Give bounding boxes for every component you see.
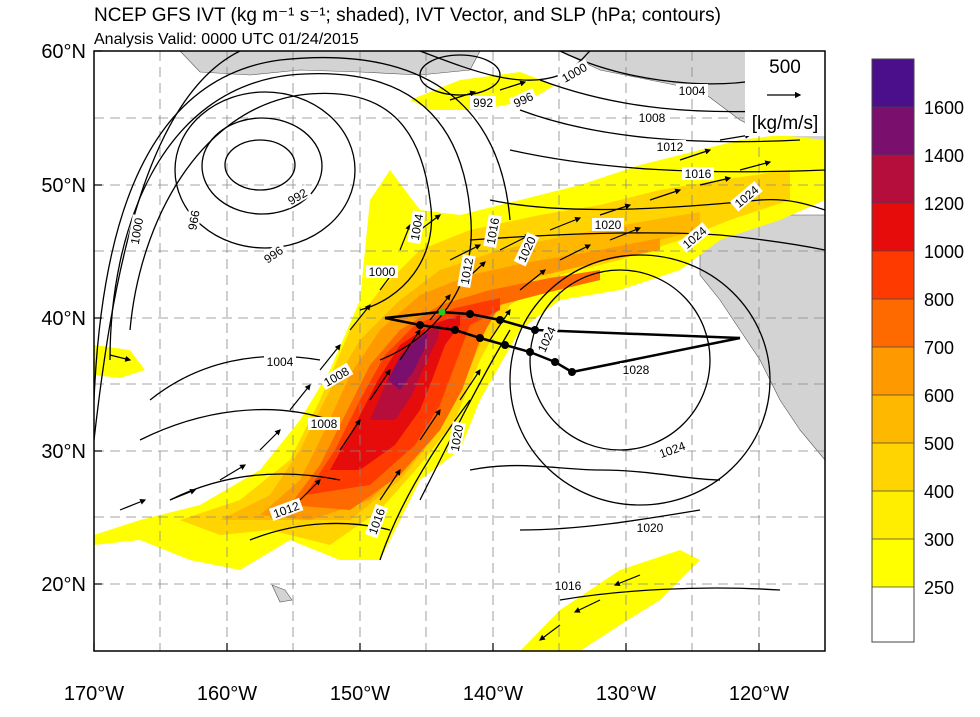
map-frame — [93, 50, 826, 652]
colorbar-label: 500 — [924, 434, 954, 454]
lat-label-50n: 50°N — [41, 175, 86, 197]
colorbar-swatch — [872, 203, 914, 251]
analysis-valid-time: Analysis Valid: 0000 UTC 01/24/2015 — [94, 31, 359, 48]
svg-text:966: 966 — [185, 209, 202, 231]
colorbar-swatch — [872, 587, 914, 642]
slp-label: 1004 — [407, 210, 426, 244]
svg-text:1020: 1020 — [637, 521, 664, 535]
lat-label-20n: 20°N — [41, 574, 86, 596]
longitude-labels: 170°W 160°W 150°W 140°W 130°W 120°W — [64, 683, 789, 705]
ivt-1400-region — [388, 333, 428, 390]
slp-label: 1008 — [308, 417, 340, 431]
ivt-250-region-south — [520, 550, 700, 651]
colorbar-label: 800 — [924, 290, 954, 310]
slp-label: 1016 — [682, 167, 714, 181]
slp-label: 1016 — [552, 579, 584, 593]
graticule — [94, 51, 825, 651]
lon-label-170w: 170°W — [64, 683, 124, 705]
high-center-contour — [529, 269, 711, 451]
lon-label-150w: 150°W — [330, 683, 390, 705]
svg-text:1008: 1008 — [639, 111, 666, 125]
svg-text:1028: 1028 — [623, 363, 650, 377]
slp-label: 1000 — [366, 265, 398, 279]
slp-label: 1004 — [676, 84, 708, 98]
slp-label: 1012 — [457, 254, 476, 288]
slp-contour-labels: 992 996 1000 1004 1008 1012 1016 1020 10… — [127, 58, 763, 593]
map-panel: 992 996 1000 1004 1008 1012 1016 1020 10… — [94, 51, 825, 651]
colorbar-label: 1400 — [924, 146, 964, 166]
svg-text:1004: 1004 — [679, 84, 706, 98]
svg-text:1004: 1004 — [408, 212, 426, 241]
hawaii-islands — [271, 584, 293, 603]
colorbar-label: 1200 — [924, 194, 964, 214]
ivt-shading — [94, 72, 825, 651]
colorbar-label: 700 — [924, 338, 954, 358]
slp-label: 1004 — [264, 355, 296, 369]
svg-text:1012: 1012 — [458, 256, 476, 285]
slp-label: 1008 — [636, 111, 668, 125]
slp-label: 1020 — [634, 521, 666, 535]
reference-vector-value: 500 — [769, 57, 801, 78]
svg-text:1016: 1016 — [685, 167, 712, 181]
svg-text:1020: 1020 — [595, 218, 622, 232]
slp-label: 1020 — [592, 218, 624, 232]
svg-text:1008: 1008 — [311, 417, 338, 431]
lat-label-60n: 60°N — [41, 41, 86, 63]
chart-title: NCEP GFS IVT (kg m⁻¹ s⁻¹; shaded), IVT V… — [94, 5, 721, 26]
lat-label-30n: 30°N — [41, 441, 86, 463]
lon-label-160w: 160°W — [197, 683, 257, 705]
ivt-250-region-sw — [94, 345, 145, 378]
reference-vector: 500 [kg/m/s] — [745, 51, 825, 136]
gulf-low-contour — [419, 54, 501, 96]
latitude-labels: 60°N 50°N 40°N 30°N 20°N — [41, 41, 86, 596]
colorbar-swatch — [872, 395, 914, 443]
svg-text:1000: 1000 — [369, 265, 396, 279]
slp-label: 1016 — [483, 214, 502, 248]
reference-vector-units: [kg/m/s] — [752, 113, 819, 134]
colorbar-swatch — [872, 59, 914, 107]
colorbar-swatch — [872, 155, 914, 203]
slp-label: 966 — [184, 206, 203, 235]
lon-label-130w: 130°W — [596, 683, 656, 705]
slp-label: 1028 — [620, 363, 652, 377]
svg-text:1020: 1020 — [448, 423, 466, 452]
colorbar-swatch — [872, 251, 914, 299]
lon-label-120w: 120°W — [729, 683, 789, 705]
svg-text:992: 992 — [473, 96, 493, 110]
svg-text:1012: 1012 — [657, 140, 684, 154]
transect-track — [384, 308, 741, 376]
colorbar-label: 1000 — [924, 242, 964, 262]
svg-text:1016: 1016 — [484, 216, 502, 245]
colorbar-label: 250 — [924, 578, 954, 598]
svg-text:1004: 1004 — [267, 355, 294, 369]
colorbar-swatch — [872, 107, 914, 155]
colorbar-swatch — [872, 347, 914, 395]
slp-label: 1012 — [654, 140, 686, 154]
lat-label-40n: 40°N — [41, 308, 86, 330]
colorbar-label: 400 — [924, 482, 954, 502]
svg-text:1000: 1000 — [128, 216, 146, 245]
slp-label: 1000 — [127, 214, 146, 248]
colorbar-label: 1600 — [924, 98, 964, 118]
slp-label: 1020 — [447, 421, 466, 455]
axis-ticks — [93, 50, 760, 651]
colorbar-swatch — [872, 539, 914, 587]
slp-contours — [94, 51, 825, 601]
ivt-colorbar: 1600 1400 1200 1000 800 700 600 500 400 … — [871, 58, 964, 643]
colorbar-label: 600 — [924, 386, 954, 406]
slp-label: 992 — [470, 96, 496, 110]
colorbar-label: 300 — [924, 530, 954, 550]
low-center-contour — [224, 139, 296, 191]
colorbar-swatch — [872, 443, 914, 491]
lon-label-140w: 140°W — [463, 683, 523, 705]
svg-text:1016: 1016 — [555, 579, 582, 593]
colorbar-swatch — [872, 491, 914, 539]
colorbar-swatch — [872, 299, 914, 347]
track-point-green — [438, 308, 446, 316]
